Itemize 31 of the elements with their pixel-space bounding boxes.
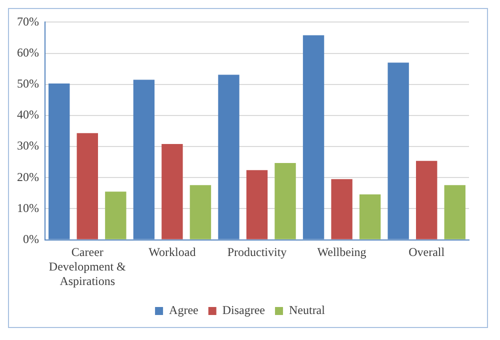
bar [133,80,155,240]
x-tick-label: Career Development & Aspirations [48,245,127,288]
y-tick-label: 70% [16,14,39,28]
legend-label: Disagree [222,303,265,318]
y-tick-label: 60% [16,45,39,60]
bar [76,133,98,240]
y-tick-label: 0% [22,232,39,246]
bar [416,160,438,240]
legend-label: Agree [169,303,198,318]
bar [246,170,268,240]
bar [331,179,352,240]
x-tick-label: Overall [408,245,446,260]
y-tick-label: 50% [16,76,39,91]
y-tick-label: 10% [16,200,39,215]
bar [302,35,324,240]
legend-label: Neutral [288,303,326,318]
x-tick-label: Workload [148,245,196,260]
x-tick-label: Productivity [227,245,287,260]
bar [218,74,240,240]
y-tick-label: 30% [16,138,39,153]
bar [162,144,183,240]
bar [48,83,70,240]
y-tick-label: 20% [16,170,39,184]
y-tick-label: 40% [16,108,39,122]
bar [388,62,409,240]
bar [359,194,381,240]
x-tick-label: Wellbeing [317,245,366,260]
bar [105,192,126,240]
bar [444,185,466,240]
bar [274,163,296,240]
bar [190,185,212,240]
